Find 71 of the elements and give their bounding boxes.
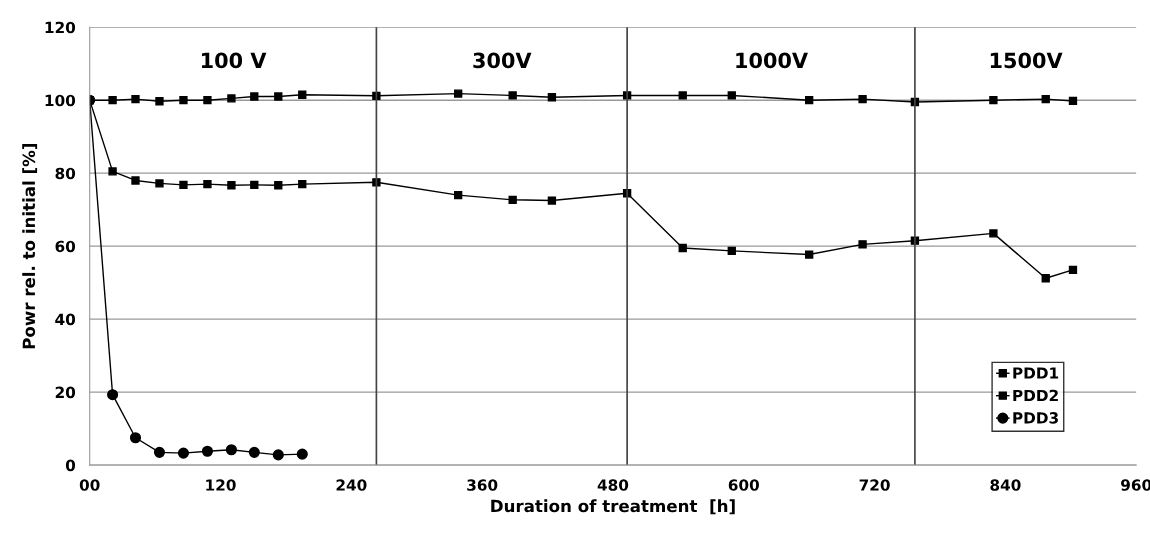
point	[727, 91, 736, 100]
y-tick-label: 80	[55, 167, 76, 180]
point	[108, 96, 117, 105]
annotation: 1500V	[990, 52, 1063, 69]
x-tick-label: 00	[79, 479, 100, 491]
point	[131, 176, 140, 185]
point	[107, 389, 119, 401]
point	[1041, 274, 1050, 283]
point	[1041, 94, 1050, 104]
y-tick-label: 120	[45, 21, 76, 34]
point	[227, 94, 236, 103]
legend-label: PDD1	[1013, 367, 1059, 379]
legend-label: PDD3	[1013, 412, 1058, 424]
point	[805, 96, 814, 105]
point	[1068, 265, 1078, 275]
point	[547, 93, 557, 102]
annotation: 300V	[473, 52, 532, 69]
point	[272, 449, 284, 461]
x-tick-label: 840	[990, 479, 1021, 491]
point	[678, 243, 687, 253]
point	[203, 179, 212, 189]
x-tick-label: 600	[728, 479, 759, 491]
point	[108, 167, 117, 176]
point	[274, 92, 283, 101]
point	[153, 446, 166, 458]
point	[453, 89, 463, 98]
point	[989, 96, 998, 105]
legend-label: PDD2	[1013, 389, 1058, 402]
point	[248, 446, 260, 458]
x-tick-label: 120	[206, 479, 236, 491]
point	[250, 180, 259, 190]
x-tick-label: 360	[467, 479, 498, 491]
point	[858, 240, 867, 249]
point	[298, 179, 307, 189]
point	[225, 444, 237, 456]
point	[727, 246, 736, 256]
x-tick-label: 720	[859, 479, 890, 491]
point	[1068, 96, 1078, 106]
y-tick-label: 20	[55, 386, 76, 399]
point	[155, 179, 164, 188]
annotation: 1000V	[736, 52, 808, 69]
point	[250, 92, 259, 101]
point	[858, 94, 867, 104]
point	[227, 181, 236, 190]
point	[177, 447, 190, 459]
point	[547, 196, 557, 205]
point	[201, 445, 213, 457]
point	[155, 97, 164, 106]
x-axis-title: Duration of treatment [h]	[491, 499, 735, 515]
point	[508, 195, 517, 204]
point	[179, 180, 188, 190]
y-tick-label: 40	[55, 313, 76, 326]
y-tick-label: 0	[65, 459, 76, 472]
point	[203, 96, 212, 105]
y-tick-label: 100	[45, 94, 76, 107]
point	[298, 90, 307, 99]
x-tick-label: 240	[336, 479, 367, 491]
point	[296, 448, 308, 460]
y-tick-label: 60	[55, 240, 76, 253]
x-tick-label: 480	[597, 479, 629, 491]
y-axis-title: Powr rel. to initial [%]	[22, 143, 38, 349]
point	[805, 250, 814, 259]
point	[678, 91, 687, 100]
point	[989, 229, 998, 238]
point	[129, 432, 142, 444]
point	[274, 181, 283, 190]
point	[131, 94, 140, 104]
point	[179, 96, 188, 105]
point	[453, 190, 463, 200]
annotation: 100 V	[201, 52, 267, 69]
point	[508, 91, 517, 100]
